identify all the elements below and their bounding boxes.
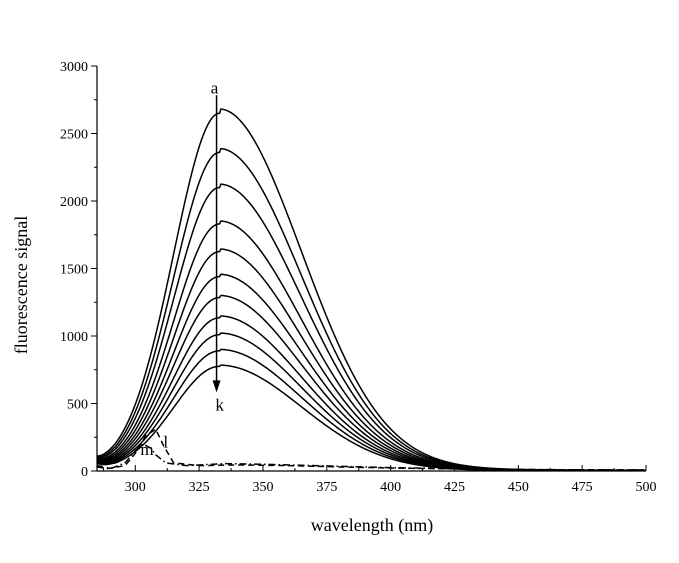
y-tick-label: 2500	[60, 128, 88, 143]
decrease-arrow-head	[212, 380, 221, 393]
y-tick-label: 500	[67, 398, 88, 413]
series-line-4	[97, 220, 646, 471]
y-tick-label: 2000	[60, 195, 88, 210]
x-tick-label: 425	[444, 480, 465, 495]
annotations: a k l m	[140, 78, 224, 459]
x-tick-label: 400	[380, 480, 401, 495]
x-tick-label: 475	[572, 480, 593, 495]
y-ticks: 0 500 1000 1500 2000 2500 3000	[60, 60, 97, 480]
spectra-curves	[97, 108, 646, 471]
x-tick-label: 450	[508, 480, 529, 495]
y-tick-label: 0	[81, 465, 88, 480]
label-k: k	[215, 395, 224, 414]
label-m: m	[140, 440, 153, 459]
series-line-1	[97, 108, 646, 471]
y-tick-label: 3000	[60, 60, 88, 75]
x-tick-label: 375	[316, 480, 337, 495]
label-l: l	[163, 432, 168, 451]
y-tick-label: 1500	[60, 263, 88, 278]
series-line-5	[97, 248, 646, 471]
x-tick-label: 500	[636, 480, 657, 495]
x-tick-label: 300	[125, 480, 146, 495]
series-line-13	[97, 443, 646, 471]
x-ticks: 300 325 350 375 400 425 450 475 500	[102, 465, 657, 495]
x-tick-label: 350	[252, 480, 273, 495]
y-axis-title: fluorescence signal	[11, 216, 31, 354]
y-tick-label: 1000	[60, 330, 88, 345]
x-tick-label: 325	[189, 480, 210, 495]
series-line-2	[97, 147, 646, 471]
label-a: a	[211, 78, 219, 97]
x-axis-title: wavelength (nm)	[311, 515, 433, 536]
axes	[96, 66, 646, 472]
